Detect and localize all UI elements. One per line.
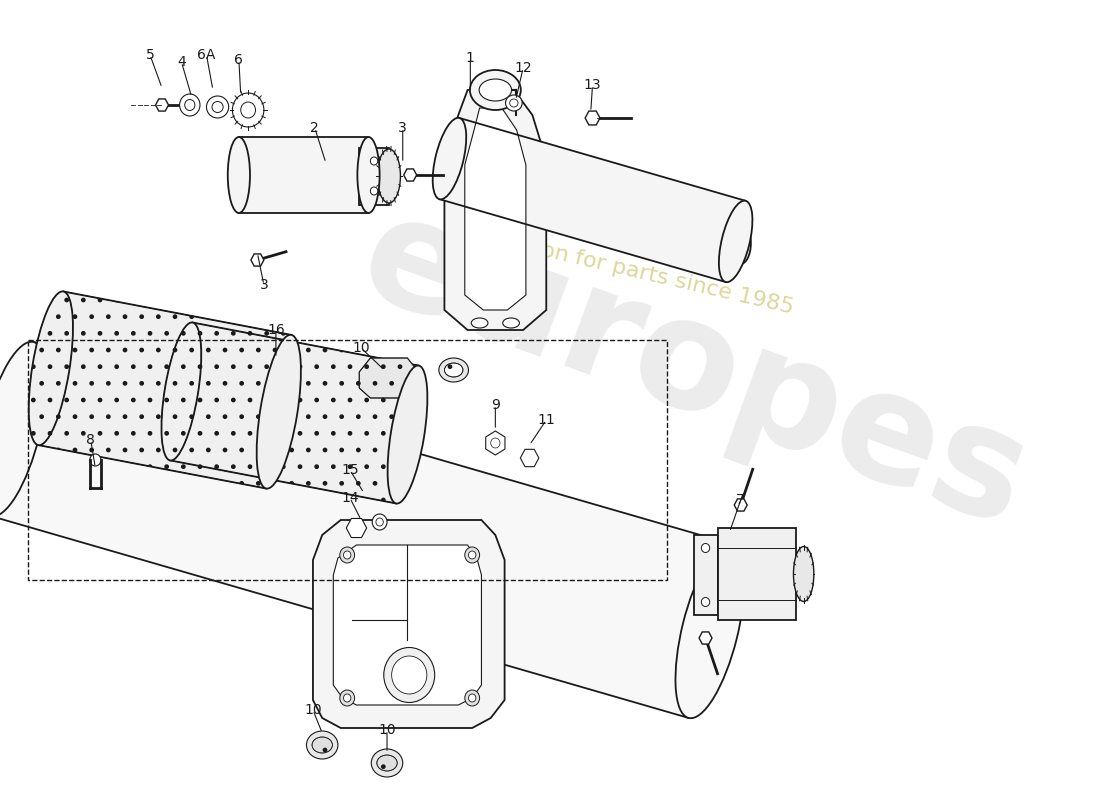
Ellipse shape: [372, 749, 403, 777]
Text: 12: 12: [515, 61, 532, 75]
Text: 8: 8: [86, 433, 96, 447]
Ellipse shape: [503, 318, 519, 328]
Ellipse shape: [432, 118, 466, 199]
Ellipse shape: [228, 137, 250, 213]
Text: 6A: 6A: [197, 48, 216, 62]
Polygon shape: [694, 535, 717, 615]
Ellipse shape: [444, 363, 463, 377]
Ellipse shape: [377, 149, 400, 203]
Text: 10: 10: [352, 341, 370, 355]
Ellipse shape: [465, 690, 480, 706]
Ellipse shape: [480, 79, 512, 101]
Ellipse shape: [376, 518, 383, 526]
Ellipse shape: [162, 322, 201, 461]
Ellipse shape: [392, 656, 427, 694]
Polygon shape: [465, 108, 526, 310]
Ellipse shape: [506, 95, 522, 111]
Text: 2: 2: [310, 121, 319, 135]
Ellipse shape: [256, 335, 301, 489]
Text: 14: 14: [341, 491, 359, 505]
Ellipse shape: [0, 342, 46, 516]
Text: 5: 5: [145, 48, 154, 62]
Ellipse shape: [509, 99, 518, 107]
Text: 3: 3: [398, 121, 407, 135]
Ellipse shape: [179, 94, 200, 116]
Ellipse shape: [702, 543, 710, 553]
Ellipse shape: [730, 222, 751, 264]
Polygon shape: [486, 431, 505, 455]
Ellipse shape: [90, 454, 101, 466]
Text: 6: 6: [234, 53, 243, 67]
Polygon shape: [520, 450, 539, 466]
Ellipse shape: [470, 70, 520, 110]
Ellipse shape: [340, 690, 354, 706]
Ellipse shape: [471, 318, 488, 328]
Ellipse shape: [343, 551, 351, 559]
Polygon shape: [439, 118, 746, 282]
Polygon shape: [717, 528, 796, 620]
Ellipse shape: [207, 96, 229, 118]
Ellipse shape: [241, 102, 255, 118]
Ellipse shape: [384, 647, 434, 702]
Polygon shape: [346, 518, 366, 538]
Ellipse shape: [469, 694, 476, 702]
Ellipse shape: [793, 546, 814, 602]
Polygon shape: [698, 632, 712, 644]
Ellipse shape: [702, 598, 710, 606]
Polygon shape: [312, 520, 505, 728]
Polygon shape: [360, 148, 389, 205]
Text: 9: 9: [491, 398, 499, 412]
Text: 10: 10: [378, 723, 396, 737]
Ellipse shape: [439, 358, 469, 382]
Text: 11: 11: [538, 413, 556, 427]
Ellipse shape: [377, 755, 397, 771]
Ellipse shape: [307, 731, 338, 759]
Polygon shape: [239, 137, 368, 213]
Polygon shape: [39, 291, 292, 489]
Ellipse shape: [387, 366, 428, 503]
Polygon shape: [585, 111, 600, 125]
Ellipse shape: [719, 201, 752, 282]
Polygon shape: [360, 358, 418, 398]
Polygon shape: [155, 99, 168, 111]
Text: 7: 7: [736, 493, 745, 507]
Ellipse shape: [491, 438, 501, 448]
Ellipse shape: [358, 137, 379, 213]
Text: 10: 10: [304, 703, 322, 717]
Polygon shape: [404, 169, 417, 181]
Ellipse shape: [29, 291, 73, 445]
Ellipse shape: [465, 547, 480, 563]
Ellipse shape: [212, 102, 223, 113]
Ellipse shape: [469, 551, 476, 559]
Text: 16: 16: [267, 323, 285, 337]
Ellipse shape: [340, 547, 354, 563]
Ellipse shape: [372, 514, 387, 530]
Text: 4: 4: [177, 55, 186, 69]
Polygon shape: [0, 342, 732, 718]
Ellipse shape: [371, 157, 377, 165]
Ellipse shape: [343, 694, 351, 702]
Text: 15: 15: [341, 463, 359, 477]
Ellipse shape: [312, 737, 332, 753]
Text: 3: 3: [260, 278, 268, 292]
Text: a passion for parts since 1985: a passion for parts since 1985: [463, 222, 796, 318]
Text: 13: 13: [584, 78, 602, 92]
Ellipse shape: [675, 544, 745, 718]
Ellipse shape: [232, 93, 264, 127]
Ellipse shape: [185, 99, 195, 110]
Polygon shape: [251, 254, 264, 266]
Text: europes: europes: [342, 181, 1047, 559]
Ellipse shape: [371, 187, 377, 195]
Polygon shape: [170, 322, 419, 503]
Polygon shape: [734, 499, 747, 511]
Polygon shape: [333, 545, 482, 705]
Polygon shape: [444, 90, 547, 330]
Text: 1: 1: [466, 51, 475, 65]
